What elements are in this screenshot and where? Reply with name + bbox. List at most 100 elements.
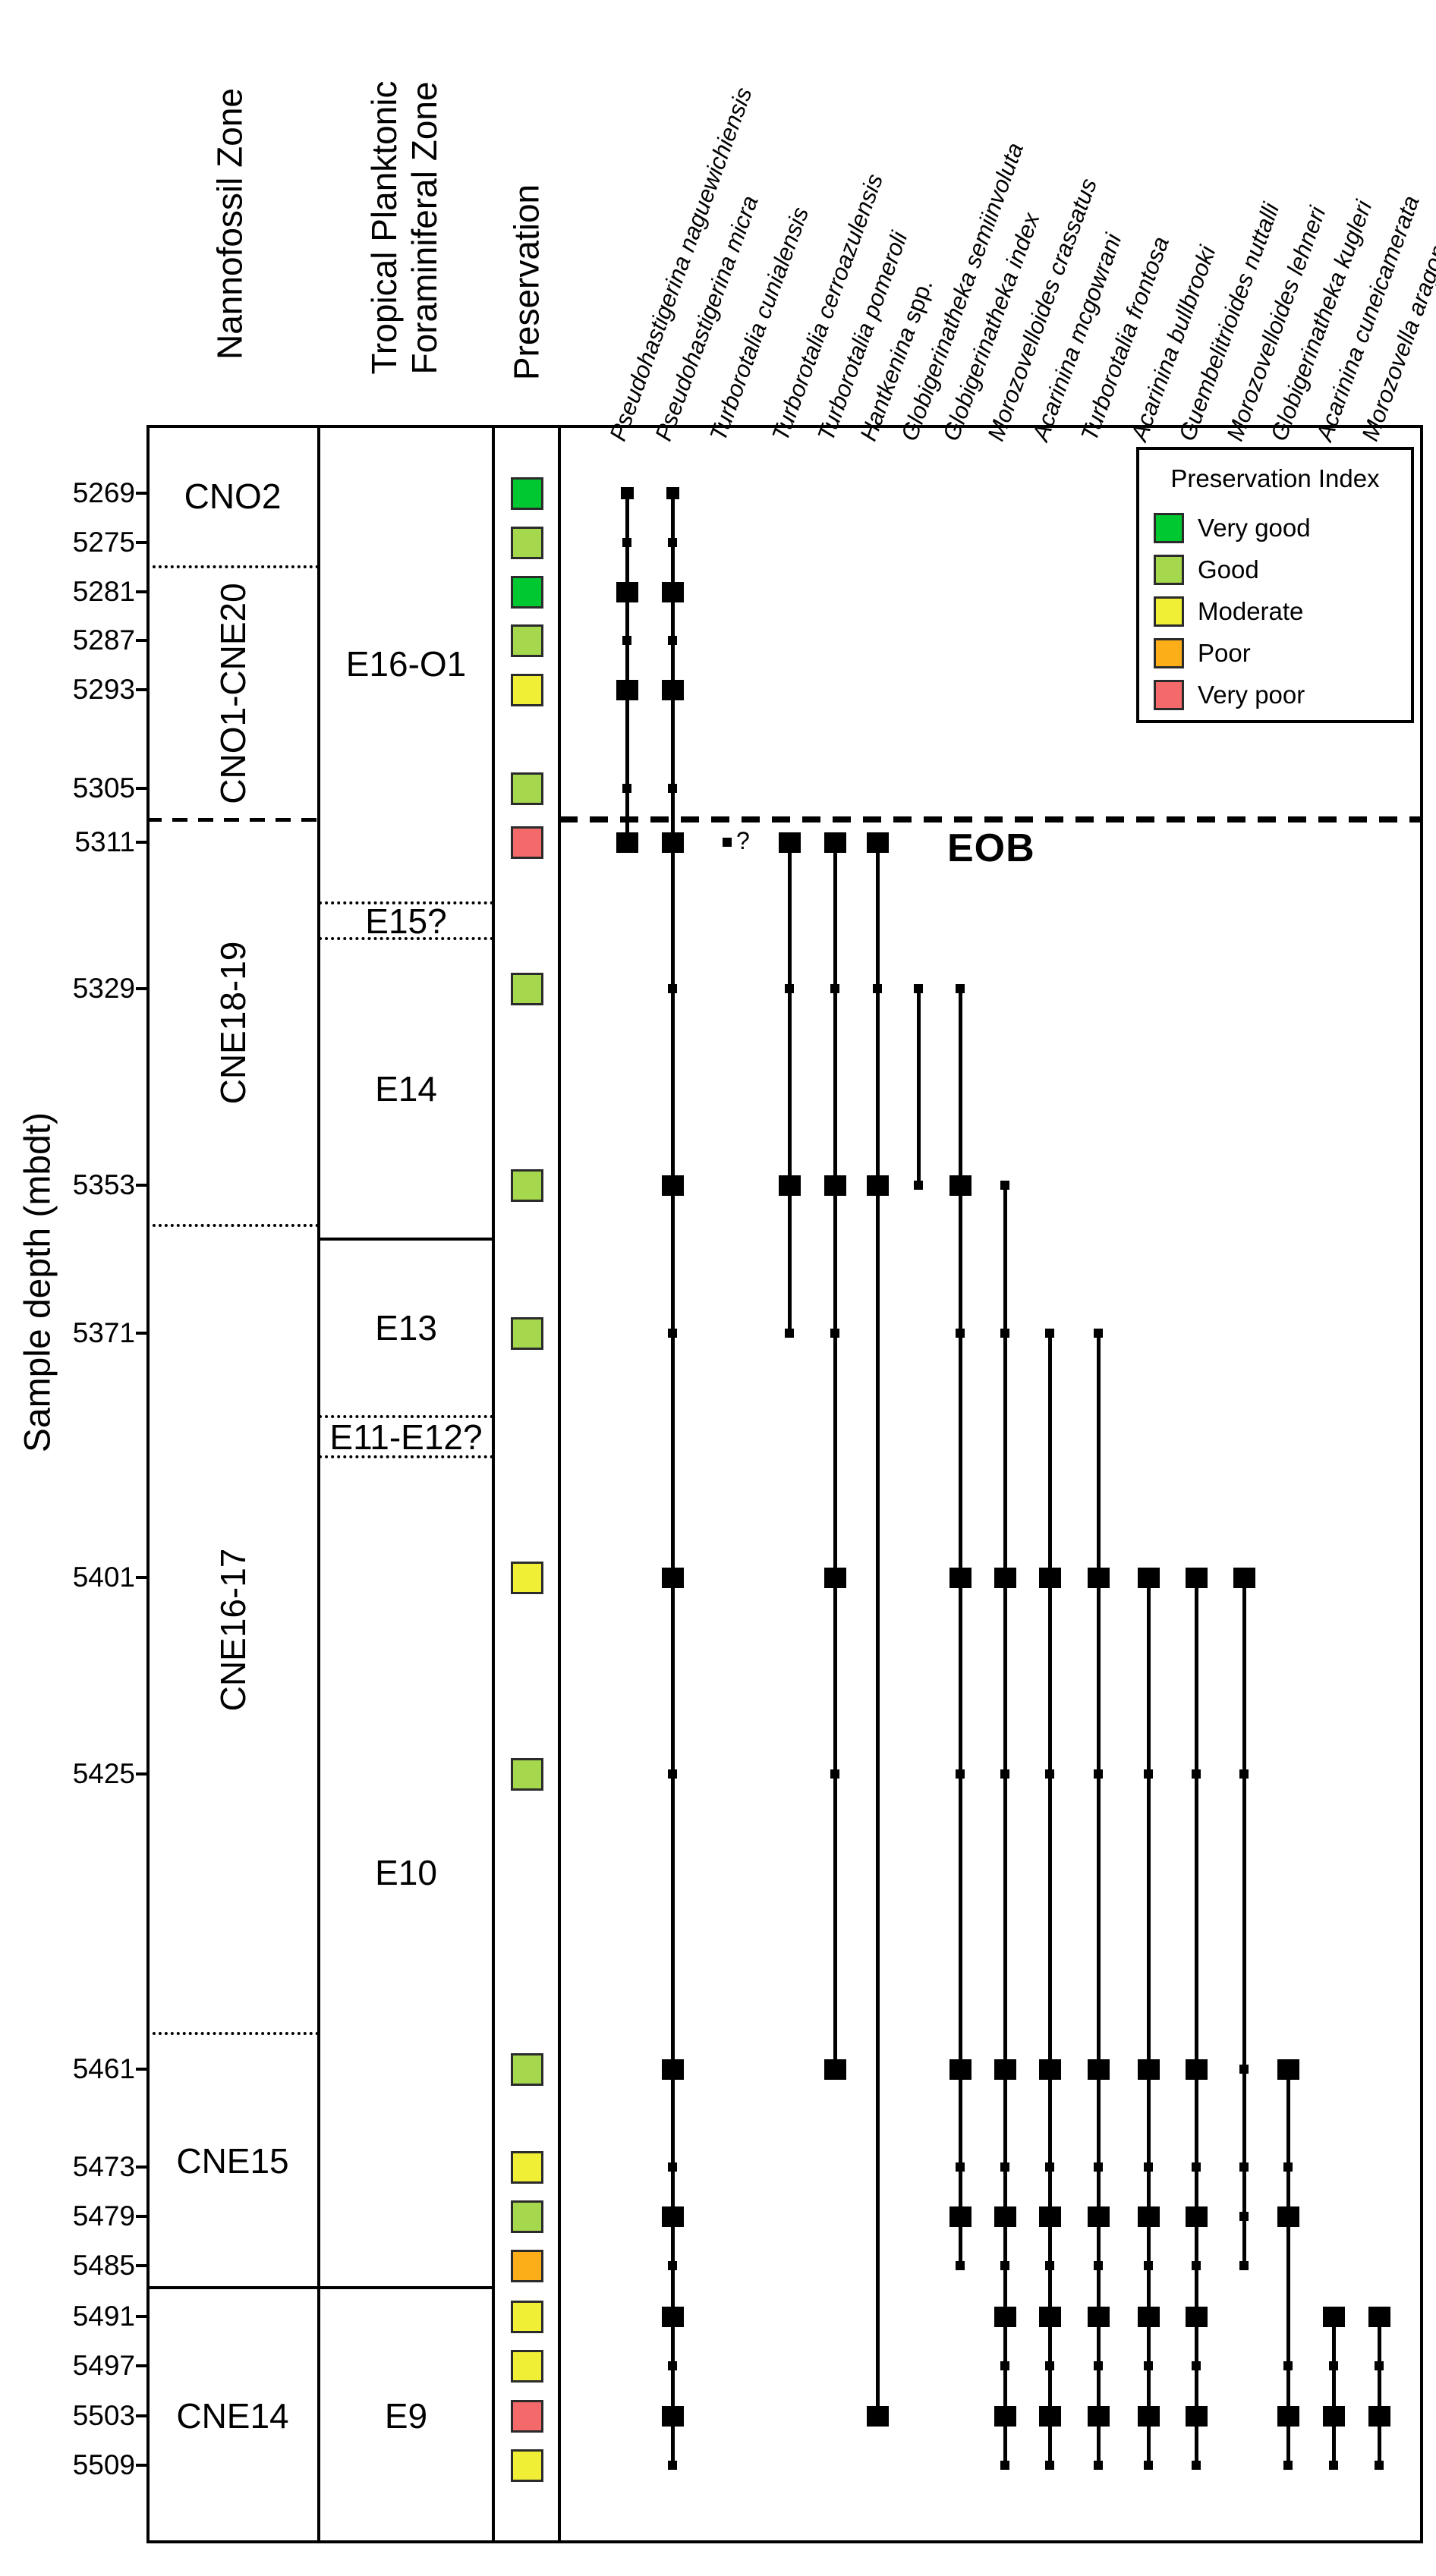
depth-tick-label: 5473 (72, 2151, 135, 2182)
nannofossil-zone-header: Nannofossil Zone (209, 88, 250, 360)
range-line (1096, 1333, 1101, 2465)
occurrence-mark (1045, 1769, 1054, 1779)
occurrence-mark (1038, 2206, 1061, 2227)
depth-tick-mark (136, 2215, 149, 2218)
occurrence-mark (823, 832, 846, 853)
preservation-swatch-5293 (510, 673, 543, 706)
occurrence-mark (830, 984, 839, 993)
occurrence-mark (668, 984, 677, 993)
occurrence-mark (994, 1567, 1016, 1588)
occurrence-mark (1277, 2059, 1299, 2080)
range-line (670, 493, 675, 2465)
depth-tick-label: 5269 (72, 477, 135, 508)
foram-zone-E11-E12: E11-E12? (329, 1417, 483, 1457)
depth-tick-mark (136, 541, 149, 544)
preservation-swatch-5329 (510, 972, 543, 1005)
occurrence-mark (616, 832, 638, 853)
depth-tick-mark (136, 639, 149, 642)
legend-swatch-poor (1154, 638, 1184, 668)
preservation-swatch-5305 (510, 772, 543, 805)
foram-zone-E15: E15? (365, 901, 447, 941)
depth-tick-label: 5497 (72, 2350, 135, 2381)
occurrence-mark (823, 1175, 846, 1196)
preservation-swatch-5275 (510, 526, 543, 559)
nanno-zone-boundary (146, 565, 319, 568)
occurrence-mark (1322, 2405, 1345, 2427)
occurrence-mark (956, 2162, 965, 2172)
occurrence-mark (1144, 2461, 1153, 2470)
occurrence-mark (1045, 2461, 1054, 2470)
depth-tick-mark (136, 2364, 149, 2367)
depth-tick-label: 5287 (72, 624, 135, 656)
occurrence-mark (1038, 2405, 1061, 2427)
occurrence-mark (914, 984, 923, 993)
range-line (1146, 1577, 1151, 2465)
y-axis-label: Sample depth (mbdt) (17, 1112, 58, 1453)
occurrence-mark (994, 2306, 1016, 2327)
depth-tick-label: 5509 (72, 2449, 135, 2480)
occurrence-mark (1094, 2361, 1103, 2370)
occurrence-mark (661, 679, 684, 700)
depth-tick-mark (136, 1332, 149, 1335)
occurrence-mark (1137, 2405, 1160, 2427)
depth-tick-label: 5425 (72, 1758, 135, 1789)
depth-tick-label: 5479 (72, 2200, 135, 2232)
depth-tick-mark (136, 787, 149, 790)
legend-swatch-good (1154, 555, 1184, 585)
occurrence-mark (668, 784, 677, 793)
occurrence-mark (1000, 2361, 1009, 2370)
nanno-zone-boundary (146, 1224, 319, 1227)
foram-zone-boundary (319, 1415, 493, 1418)
legend-swatch-very_good (1154, 513, 1184, 543)
depth-tick-mark (136, 2464, 149, 2467)
occurrence-mark (956, 1769, 965, 1779)
occurrence-mark (994, 2206, 1016, 2227)
foram-zone-boundary (319, 937, 493, 940)
depth-tick-mark (136, 841, 149, 844)
eob-label: EOB (947, 826, 1035, 870)
occurrence-mark (1283, 2162, 1293, 2172)
depth-tick-label: 5503 (72, 2400, 135, 2431)
depth-tick-mark (136, 987, 149, 990)
column-divider (558, 425, 561, 2543)
occurrence-mark (949, 1175, 972, 1196)
legend-title: Preservation Index (1170, 464, 1380, 492)
occurrence-mark (1000, 2162, 1009, 2172)
occurrence-mark (1375, 2361, 1384, 2370)
occurrence-mark (661, 1567, 684, 1588)
legend-label-moderate: Moderate (1198, 597, 1304, 625)
occurrence-mark (620, 487, 634, 499)
range-line (1242, 1577, 1246, 2266)
depth-tick-mark (136, 1772, 149, 1776)
foram-zone-E10: E10 (375, 1852, 437, 1892)
occurrence-mark (1087, 1567, 1110, 1588)
foram-zone-E16-O1: E16-O1 (345, 644, 467, 684)
preservation-swatch-5473 (510, 2150, 543, 2184)
range-line (875, 842, 880, 2416)
occurrence-mark (1137, 2206, 1160, 2227)
foram-zone-boundary (319, 1238, 493, 1241)
legend-swatch-moderate (1154, 596, 1184, 627)
occurrence-mark (778, 832, 801, 853)
preservation-swatch-5287 (510, 624, 543, 657)
depth-tick-label: 5353 (72, 1169, 135, 1200)
occurrence-mark (1185, 1567, 1208, 1588)
legend-label-very_poor: Very poor (1198, 681, 1305, 709)
occurrence-mark (1137, 2059, 1160, 2080)
column-divider (317, 425, 320, 2543)
occurrence-mark (785, 1329, 794, 1338)
occurrence-mark (1094, 1769, 1103, 1779)
occurrence-mark (661, 832, 684, 853)
occurrence-mark (1192, 2461, 1201, 2470)
nanno-zone-CNO2: CNO2 (184, 476, 282, 516)
occurrence-mark (956, 984, 965, 993)
occurrence-mark (1239, 1769, 1249, 1779)
occurrence-mark (668, 2261, 677, 2270)
range-line (625, 493, 629, 842)
occurrence-mark (994, 2059, 1016, 2080)
depth-tick-mark (136, 2068, 149, 2071)
occurrence-mark (622, 538, 631, 547)
occurrence-mark (1000, 1329, 1009, 1338)
occurrence-mark (949, 2206, 972, 2227)
foram-zone-E13: E13 (375, 1308, 437, 1348)
